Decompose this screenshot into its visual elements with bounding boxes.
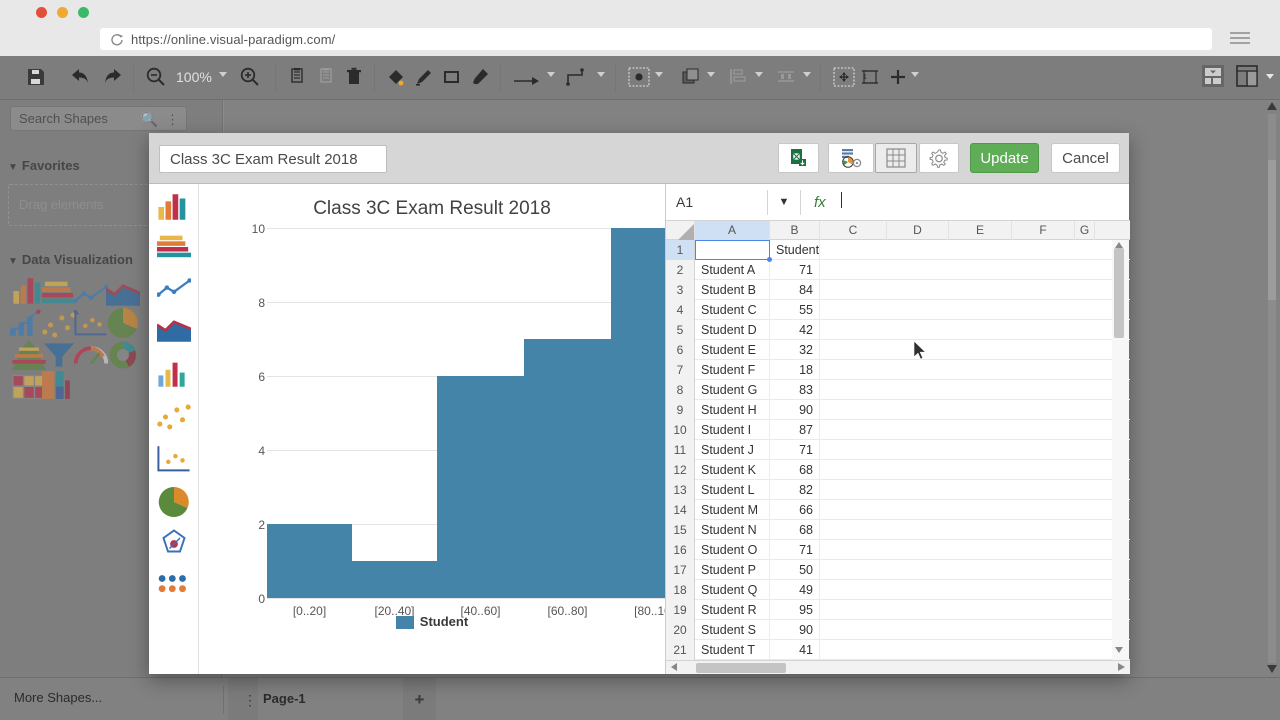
svg-text:1: 1 (863, 74, 867, 81)
